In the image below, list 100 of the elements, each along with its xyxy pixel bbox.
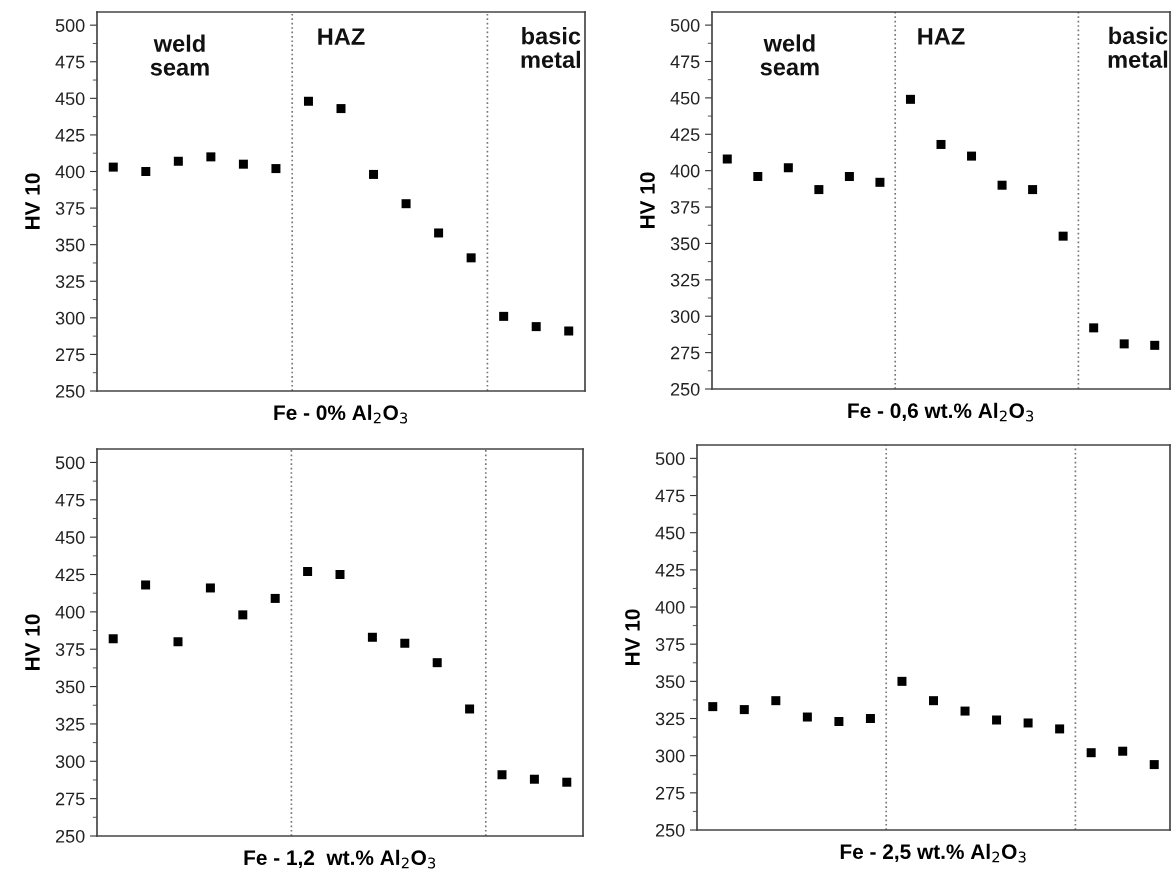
y-axis-title: HV 10 [625, 609, 640, 666]
y-tick-label: 250 [655, 823, 685, 837]
y-tick-label: 275 [55, 348, 85, 362]
y-tick-label: 425 [55, 128, 85, 142]
point [897, 676, 907, 686]
point [238, 610, 248, 620]
point [875, 177, 885, 187]
y-tick-label: 475 [55, 55, 85, 69]
point [367, 632, 377, 642]
y-tick-label: 350 [655, 675, 685, 689]
y-tick-label: 500 [655, 452, 685, 466]
x-axis-title: Fe - 0% Al$_{2}$O$_{3}$ [274, 404, 408, 424]
y-tick-label: 450 [55, 531, 85, 544]
y-tick-label: 250 [55, 384, 85, 398]
y-tick-label: 400 [670, 164, 700, 178]
point [967, 151, 977, 161]
point [562, 777, 572, 787]
y-tick-label: 475 [655, 489, 685, 503]
point [271, 164, 281, 174]
y-tick-label: 475 [55, 493, 85, 507]
point [270, 593, 280, 603]
y-tick-label: 500 [670, 19, 700, 32]
annotation: basic metal [1108, 26, 1168, 68]
point [141, 167, 151, 176]
annotation: HAZ [918, 28, 965, 45]
point [865, 714, 875, 724]
y-axis-title: HV 10 [25, 614, 40, 671]
y-tick-label: 400 [655, 600, 685, 614]
y-tick-label: 475 [670, 55, 700, 69]
point [802, 712, 812, 722]
point [173, 156, 183, 166]
point [401, 199, 411, 209]
point [929, 696, 938, 706]
point [739, 705, 749, 715]
y-tick-label: 250 [55, 829, 85, 843]
point [497, 770, 507, 780]
point [531, 322, 541, 332]
y-tick-label: 425 [670, 128, 700, 141]
y-tick-label: 400 [55, 605, 85, 619]
point [564, 326, 574, 336]
y-tick-label: 400 [55, 165, 85, 179]
y-tick-label: 375 [55, 202, 85, 215]
point [936, 139, 946, 149]
y-tick-label: 275 [655, 786, 685, 800]
point [1055, 724, 1065, 734]
y-tick-label: 375 [55, 643, 85, 656]
annotation: basic metal [521, 27, 581, 69]
point [1118, 746, 1128, 756]
y-tick-label: 375 [670, 200, 700, 214]
point [335, 570, 345, 580]
point [960, 706, 970, 716]
y-tick-label: 275 [55, 792, 85, 806]
point [997, 180, 1007, 190]
annotation: weld seam [760, 34, 819, 76]
point [992, 715, 1002, 725]
x-axis-title: Fe - 0,6 wt.% Al$_{2}$O$_{3}$ [848, 402, 1034, 422]
y-tick-label: 300 [655, 749, 685, 763]
point [722, 154, 732, 164]
point [238, 159, 248, 169]
y-tick-label: 300 [55, 755, 85, 769]
point [108, 162, 118, 172]
y-tick-label: 350 [55, 680, 85, 694]
point [834, 716, 844, 726]
point [434, 228, 444, 238]
point [141, 580, 151, 590]
y-tick-label: 325 [55, 717, 85, 731]
point [173, 637, 183, 647]
y-tick-label: 450 [55, 92, 85, 106]
y-axis-title: HV 10 [25, 173, 40, 230]
y-tick-label: 450 [670, 91, 700, 105]
point [844, 171, 854, 181]
point [1149, 760, 1159, 770]
point [303, 567, 313, 577]
point [432, 658, 442, 668]
point [303, 96, 313, 106]
y-tick-label: 500 [55, 19, 85, 32]
y-tick-label: 450 [655, 526, 685, 540]
y-tick-label: 375 [655, 638, 685, 651]
point [1119, 339, 1129, 349]
point [814, 185, 824, 195]
point [336, 104, 346, 114]
annotation: weld seam [150, 34, 209, 76]
point [1058, 231, 1068, 241]
point [369, 169, 379, 179]
point [1028, 185, 1038, 195]
y-tick-label: 350 [670, 237, 700, 251]
y-tick-label: 425 [55, 568, 85, 582]
point [400, 638, 410, 648]
point [1089, 323, 1099, 333]
point [783, 163, 793, 173]
point [1023, 718, 1033, 728]
point [771, 696, 781, 706]
y-tick-label: 350 [55, 238, 85, 252]
annotation: HAZ [318, 28, 365, 45]
x-axis-title: Fe - 1,2 wt.% Al$_{2}$O$_{3}$ [244, 849, 436, 869]
point [1086, 748, 1096, 758]
point [529, 774, 539, 784]
point [1150, 340, 1160, 350]
y-tick-label: 425 [655, 563, 685, 577]
point [905, 94, 915, 104]
